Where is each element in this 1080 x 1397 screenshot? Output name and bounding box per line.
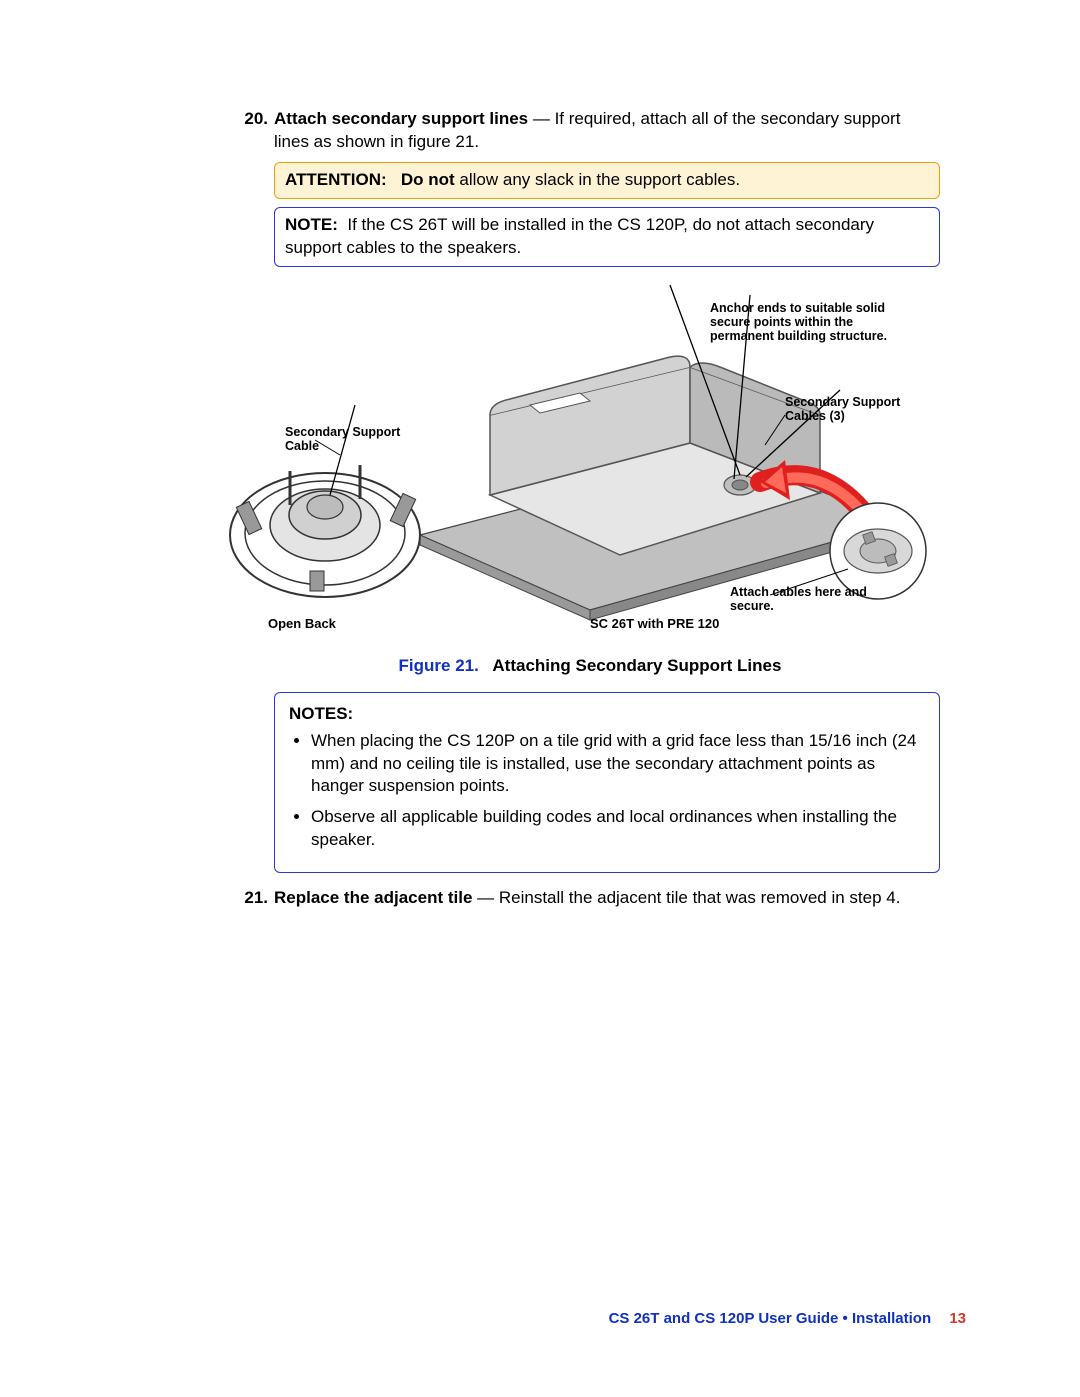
step-body: Attach secondary support lines — If requ…: [274, 108, 940, 154]
caption-open-back: Open Back: [268, 615, 336, 633]
note-label: NOTE:: [285, 215, 338, 234]
caption-sc26t: SC 26T with PRE 120: [590, 615, 719, 633]
label-sec-cable: Secondary Support Cable: [285, 425, 415, 454]
attention-callout: ATTENTION: Do not allow any slack in the…: [274, 162, 940, 199]
notes-list: When placing the CS 120P on a tile grid …: [311, 730, 925, 853]
step-20: 20. Attach secondary support lines — If …: [240, 108, 940, 154]
notes-item: When placing the CS 120P on a tile grid …: [311, 730, 925, 799]
note-callout: NOTE: If the CS 26T will be installed in…: [274, 207, 940, 267]
notes-label: NOTES:: [289, 704, 353, 723]
step-number: 20.: [240, 108, 274, 154]
step-number: 21.: [240, 887, 274, 910]
label-attach-here: Attach cables here and secure.: [730, 585, 870, 614]
step-body: Replace the adjacent tile — Reinstall th…: [274, 887, 940, 910]
notes-callout: NOTES: When placing the CS 120P on a til…: [274, 692, 940, 874]
step-21: 21. Replace the adjacent tile — Reinstal…: [240, 887, 940, 910]
page-content: 20. Attach secondary support lines — If …: [240, 108, 940, 916]
figure-caption-label: Figure 21.: [399, 656, 479, 675]
attention-text: allow any slack in the support cables.: [455, 170, 740, 189]
attention-strong: Do not: [401, 170, 455, 189]
label-sec-cables-3: Secondary Support Cables (3): [785, 395, 925, 424]
figure-caption: Figure 21. Attaching Secondary Support L…: [240, 655, 940, 678]
figure-21: Anchor ends to suitable solid secure poi…: [210, 275, 950, 645]
attention-label: ATTENTION:: [285, 170, 387, 189]
label-anchor: Anchor ends to suitable solid secure poi…: [710, 301, 910, 344]
figure-caption-text: Attaching Secondary Support Lines: [492, 656, 781, 675]
step-title: Attach secondary support lines: [274, 109, 528, 128]
note-text: If the CS 26T will be installed in the C…: [285, 215, 874, 257]
footer-page: 13: [949, 1310, 966, 1327]
notes-item: Observe all applicable building codes an…: [311, 806, 925, 852]
step-title: Replace the adjacent tile: [274, 888, 472, 907]
step-text: — Reinstall the adjacent tile that was r…: [472, 888, 900, 907]
page-footer: CS 26T and CS 120P User Guide • Installa…: [609, 1309, 966, 1329]
footer-text: CS 26T and CS 120P User Guide • Installa…: [609, 1310, 932, 1327]
